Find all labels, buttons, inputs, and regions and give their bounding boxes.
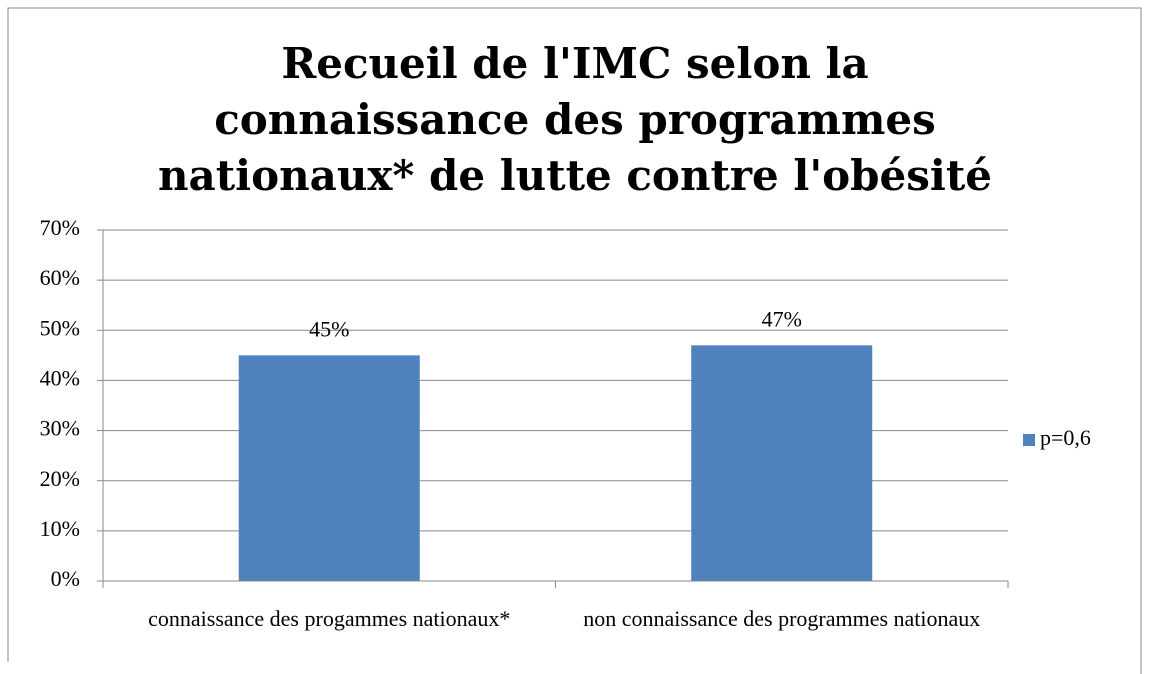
x-tick-label: connaissance des progammes nationaux*: [148, 606, 511, 631]
data-label: 47%: [762, 306, 802, 331]
legend-swatch: [1023, 434, 1035, 446]
data-label: 45%: [309, 316, 349, 341]
y-tick-label: 10%: [40, 516, 80, 541]
y-tick-label: 40%: [40, 365, 80, 390]
y-tick-label: 70%: [40, 215, 80, 240]
chart-frame: [7, 7, 1142, 674]
bar: [691, 345, 873, 581]
x-tick-label: non connaissance des programmes nationau…: [583, 606, 981, 631]
y-tick-label: 0%: [51, 566, 80, 591]
y-tick-label: 50%: [40, 315, 80, 340]
y-tick-label: 20%: [40, 466, 80, 491]
y-tick-label: 30%: [40, 416, 80, 441]
y-tick-label: 60%: [40, 265, 80, 290]
legend-label: p=0,6: [1040, 425, 1091, 450]
bar: [238, 355, 420, 581]
chart-title: Recueil de l'IMC selon la connaissance d…: [157, 39, 992, 200]
